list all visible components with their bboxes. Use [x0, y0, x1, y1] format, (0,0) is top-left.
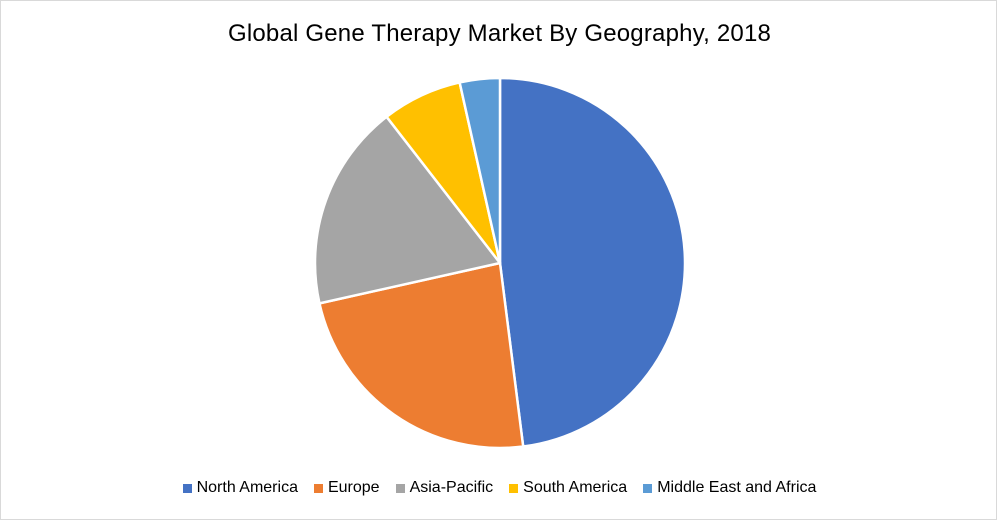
pie-slice-asia-pacific	[313, 115, 502, 305]
legend-label: South America	[523, 479, 628, 496]
pie-slice-middle-east-and-africa	[458, 76, 502, 265]
legend-label: Asia-Pacific	[409, 479, 494, 496]
legend-swatch	[313, 483, 323, 493]
legend-label: North America	[196, 479, 298, 496]
legend-swatch	[643, 483, 653, 493]
legend-label: Middle East and Africa	[657, 479, 817, 496]
legend-swatch	[182, 483, 192, 493]
chart-title: Global Gene Therapy Market By Geography,…	[227, 20, 772, 47]
pie-slice-europe	[318, 261, 525, 450]
legend-item: Middle East and Africa	[643, 479, 816, 497]
chart-legend: North America Europe Asia-Pacific South Ame…	[1, 479, 997, 497]
legend-swatch	[395, 483, 405, 493]
legend-item: Asia-Pacific	[395, 479, 494, 497]
legend-item: South America	[509, 479, 627, 497]
pie-slice-north-america	[498, 76, 687, 448]
legend-item: Europe	[313, 479, 380, 497]
legend-label: Europe	[327, 479, 380, 496]
legend-swatch	[509, 483, 519, 493]
legend-item: North America	[182, 479, 298, 497]
